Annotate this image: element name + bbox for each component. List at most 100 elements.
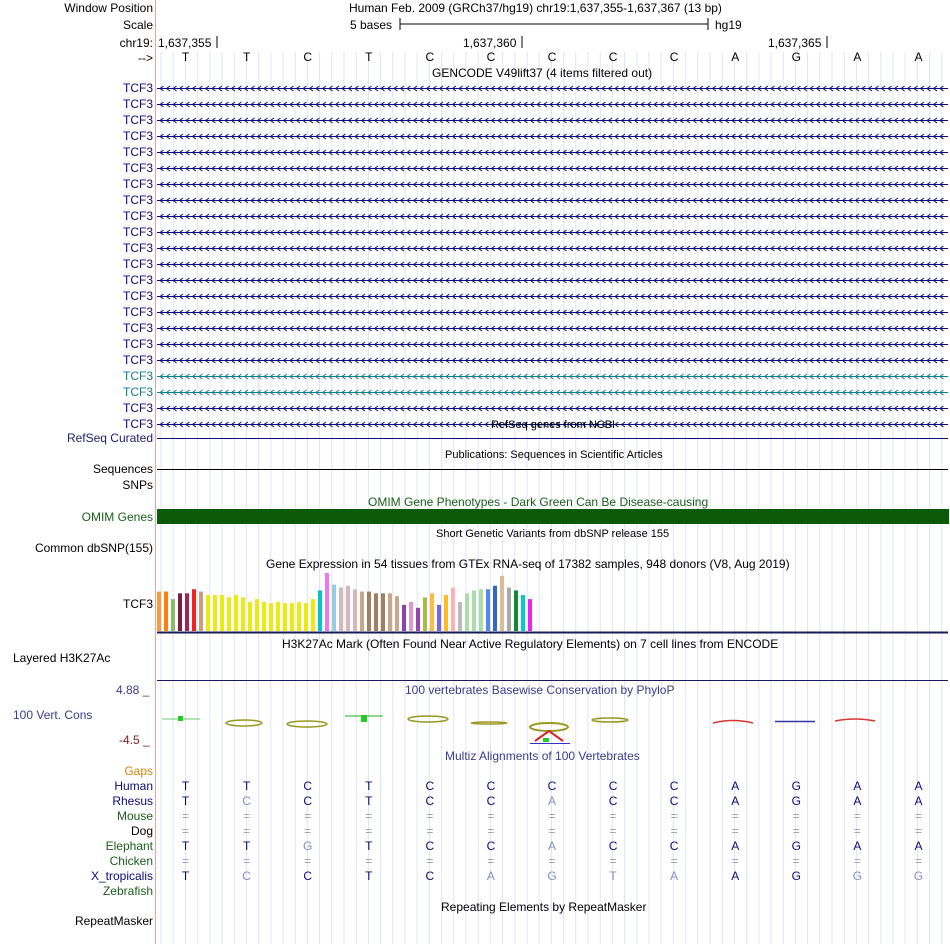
species-label[interactable]: Dog <box>130 824 153 838</box>
gencode-transcript-label[interactable]: TCF3 <box>123 97 153 111</box>
species-label[interactable]: Mouse <box>116 809 153 823</box>
scale-text: 5 bases <box>350 18 393 32</box>
gencode-transcript-label[interactable]: TCF3 <box>123 353 153 367</box>
gencode-transcript-label[interactable]: TCF3 <box>123 113 153 127</box>
alignment-base-text: A <box>731 869 740 883</box>
alignment-base-text: = <box>365 854 373 868</box>
strand-arrow <box>159 325 944 332</box>
gencode-transcript-label[interactable]: TCF3 <box>123 209 153 223</box>
alignment-base-text: = <box>365 809 373 823</box>
gencode-transcript-label[interactable]: TCF3 <box>123 145 153 159</box>
refseq-label[interactable]: RefSeq Curated <box>66 431 153 445</box>
conservation-title: 100 vertebrates Basewise Conservation by… <box>405 683 675 697</box>
alignment-base-text: C <box>669 839 679 853</box>
gencode-transcript-label[interactable]: TCF3 <box>123 321 153 335</box>
conservation-logo <box>534 729 564 742</box>
alignment-base-text: A <box>547 794 557 808</box>
gtex-bar <box>332 584 336 631</box>
alignment-base-text: G <box>913 869 924 883</box>
alignment-base-text: C <box>486 839 496 853</box>
gencode-transcript-label[interactable]: TCF3 <box>123 193 153 207</box>
alignment-base-text: C <box>669 794 679 808</box>
omim-label[interactable]: OMIM Genes <box>81 510 153 524</box>
strand-arrow <box>159 389 944 396</box>
gtex-bar <box>297 602 301 631</box>
dbsnp-label[interactable]: Common dbSNP(155) <box>34 541 153 555</box>
gencode-transcript-label[interactable]: TCF3 <box>123 305 153 319</box>
conservation-logo <box>286 720 328 728</box>
species-label[interactable]: Zebrafish <box>102 884 153 898</box>
alignment-base-text: = <box>548 824 556 838</box>
strand-arrow <box>159 229 944 236</box>
gencode-transcript-label[interactable]: TCF3 <box>123 417 153 431</box>
gencode-transcript-label[interactable]: TCF3 <box>123 369 153 383</box>
gencode-transcript-label[interactable]: TCF3 <box>123 81 153 95</box>
repeatmasker-label[interactable]: RepeatMasker <box>74 914 153 928</box>
base-letter-text: C <box>486 50 496 64</box>
alignment-base-text: C <box>242 869 251 883</box>
sequences-label[interactable]: Sequences <box>92 462 153 476</box>
window-position-label: Window Position <box>64 1 153 15</box>
alignment-base-text: G <box>791 869 801 883</box>
gtex-bar <box>262 602 266 631</box>
gencode-transcript-label[interactable]: TCF3 <box>123 129 153 143</box>
alignment-base-text: = <box>914 854 922 868</box>
alignment-base-text: A <box>731 794 740 808</box>
alignment-base-text: C <box>608 794 618 808</box>
gencode-transcript-label[interactable]: TCF3 <box>123 225 153 239</box>
gencode-transcript-label[interactable]: TCF3 <box>123 337 153 351</box>
alignment-base-text: A <box>853 839 862 853</box>
base-letter-text: A <box>853 50 862 64</box>
snps-label[interactable]: SNPs <box>122 478 153 492</box>
conservation-bar <box>361 715 367 722</box>
species-label[interactable]: X_tropicalis <box>90 869 153 883</box>
alignment-base-text: C <box>425 869 435 883</box>
gencode-transcript-label[interactable]: TCF3 <box>123 385 153 399</box>
alignment-base-text: G <box>547 869 557 883</box>
gtex-bar <box>423 597 427 631</box>
strand-arrow <box>159 309 944 316</box>
alignment-base-text: C <box>303 869 313 883</box>
gtex-bar <box>248 602 252 631</box>
alignment-base-text: = <box>914 809 922 823</box>
alignment-base-text: T <box>609 869 617 883</box>
alignment-base-text: A <box>547 839 557 853</box>
alignment-base-text: = <box>914 824 922 838</box>
h3k27ac-label[interactable]: Layered H3K27Ac <box>13 651 111 665</box>
conservation-logo <box>712 719 754 724</box>
species-label[interactable]: Chicken <box>109 854 153 868</box>
alignment-base-text: = <box>304 809 312 823</box>
gtex-bar <box>521 595 525 631</box>
gencode-transcript-label[interactable]: TCF3 <box>123 289 153 303</box>
base-letter-text: C <box>303 50 313 64</box>
gtex-bar <box>430 593 434 631</box>
conservation-logo <box>470 721 508 725</box>
alignment-base-text: = <box>548 854 556 868</box>
gtex-label[interactable]: TCF3 <box>123 597 153 611</box>
gtex-bar <box>465 593 469 631</box>
gtex-bar <box>437 604 441 631</box>
strand-arrow <box>159 165 944 172</box>
alignment-base-text: C <box>486 794 496 808</box>
gencode-transcript-label[interactable]: TCF3 <box>123 273 153 287</box>
species-label[interactable]: Human <box>114 779 153 793</box>
conservation-label[interactable]: 100 Vert. Cons <box>13 708 93 722</box>
alignment-base-text: = <box>548 809 556 823</box>
alignment-base-text: T <box>242 839 251 853</box>
species-label[interactable]: Rhesus <box>112 794 153 808</box>
strand-label: --> <box>138 51 153 65</box>
alignment-base-text: A <box>853 779 862 793</box>
gtex-bar <box>276 602 280 631</box>
base-letter-text: T <box>181 50 190 64</box>
gencode-transcript-label[interactable]: TCF3 <box>123 401 153 415</box>
gtex-bar <box>458 602 462 631</box>
gencode-transcript-label[interactable]: TCF3 <box>123 257 153 271</box>
base-letter-text: T <box>365 50 373 64</box>
gencode-transcript-label[interactable]: TCF3 <box>123 161 153 175</box>
gencode-transcript-label[interactable]: TCF3 <box>123 177 153 191</box>
gencode-transcript-label[interactable]: TCF3 <box>123 241 153 255</box>
conservation-bar <box>178 716 183 721</box>
species-label[interactable]: Elephant <box>105 839 153 853</box>
strand-arrow <box>159 149 944 156</box>
